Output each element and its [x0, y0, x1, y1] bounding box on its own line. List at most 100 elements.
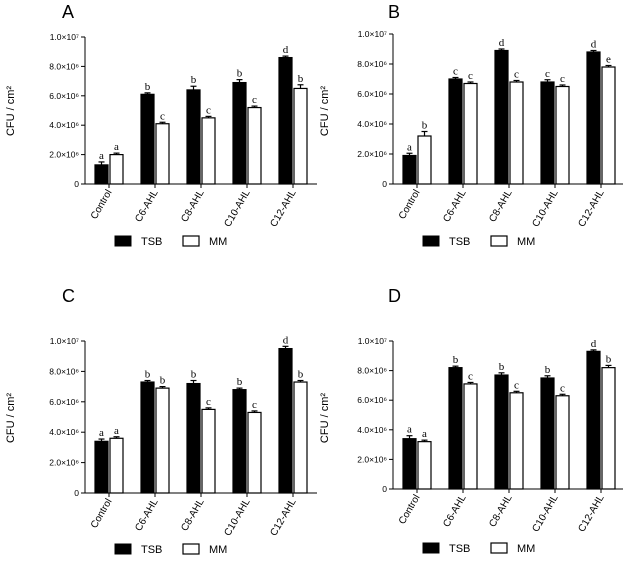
x-tick-label: Control: [397, 493, 423, 526]
bar-tsb-control: [94, 164, 109, 185]
significance-label: b: [237, 376, 243, 388]
legend-label-tsb: TSB: [449, 543, 470, 555]
bar-tsb-c10-ahl: [232, 389, 247, 494]
significance-label: c: [160, 110, 165, 122]
significance-label: b: [298, 369, 304, 381]
bar-mm-c12-ahl: [601, 367, 616, 490]
legend-swatch-tsb: [114, 543, 132, 555]
legend-swatch-mm: [182, 235, 200, 247]
significance-label: b: [191, 369, 197, 381]
legend-swatch-tsb: [114, 235, 132, 247]
y-tick-label: 0: [382, 484, 387, 494]
legend-label-tsb: TSB: [449, 236, 470, 248]
y-tick-label: 1.0×10⁷: [50, 336, 79, 346]
panel-d: D CFU / cm² 0 2.0×10⁶ 4.0×10⁶ 6.0×10⁶ 8.0×10⁶ 1…: [319, 286, 623, 555]
bar-tsb-c12-ahl: [586, 350, 601, 490]
legend-swatch-mm: [182, 543, 200, 555]
significance-label: d: [283, 44, 289, 56]
y-tick-label: 0: [74, 179, 79, 189]
significance-label: b: [191, 74, 197, 86]
x-tick-label: C10-AHL: [531, 493, 561, 534]
bar-mm-c10-ahl: [247, 106, 262, 185]
significance-label: c: [468, 70, 473, 82]
y-tick-label: 1.0×10⁷: [358, 29, 387, 39]
panel-letter: A: [62, 2, 74, 22]
bar-mm-c8-ahl: [201, 408, 216, 494]
x-tick-label: C8-AHL: [179, 188, 207, 225]
significance-label: c: [560, 73, 565, 85]
y-tick-label: 4.0×10⁶: [49, 120, 79, 130]
significance-label: d: [591, 338, 597, 350]
significance-label: c: [514, 69, 519, 81]
panel-letter: C: [62, 286, 75, 306]
legend-label-mm: MM: [517, 236, 535, 248]
y-tick-label: 4.0×10⁶: [357, 425, 387, 435]
significance-label: d: [283, 334, 289, 346]
significance-label: b: [453, 354, 459, 366]
y-tick-label: 0: [74, 488, 79, 498]
significance-label: c: [453, 66, 458, 78]
bar-mm-c6-ahl: [155, 387, 170, 494]
significance-label: c: [514, 379, 519, 391]
y-tick-label: 1.0×10⁷: [50, 32, 79, 42]
significance-label: b: [606, 353, 612, 365]
bar-tsb-c8-ahl: [494, 374, 509, 490]
significance-label: b: [145, 369, 151, 381]
y-tick-label: 2.0×10⁶: [49, 458, 79, 468]
significance-label: b: [145, 81, 151, 93]
y-axis-label: CFU / cm²: [5, 393, 17, 443]
bar-mm-c6-ahl: [155, 123, 170, 185]
x-tick-label: C8-AHL: [487, 188, 515, 225]
x-tick-label: C12-AHL: [269, 497, 299, 538]
x-tick-label: C8-AHL: [179, 497, 207, 534]
significance-label: c: [468, 370, 473, 382]
bar-mm-c8-ahl: [509, 392, 524, 490]
significance-label: a: [407, 141, 412, 153]
bar-tsb-c6-ahl: [448, 367, 463, 490]
bar-mm-c12-ahl: [293, 381, 308, 494]
significance-label: a: [422, 428, 427, 440]
legend-swatch-mm: [490, 235, 508, 247]
panel-letter: D: [388, 286, 401, 306]
legend-swatch-tsb: [422, 235, 440, 247]
significance-label: b: [237, 68, 243, 80]
significance-label: a: [99, 150, 104, 162]
x-tick-label: C10-AHL: [531, 188, 561, 229]
legend-label-tsb: TSB: [141, 544, 162, 556]
bar-tsb-c8-ahl: [186, 89, 201, 185]
y-axis-label: CFU / cm²: [5, 86, 17, 136]
bar-tsb-c10-ahl: [540, 377, 555, 490]
bar-tsb-control: [402, 438, 417, 490]
y-axis-label: CFU / cm²: [319, 393, 331, 443]
significance-label: a: [114, 425, 119, 437]
y-tick-label: 0: [382, 179, 387, 189]
bar-tsb-c10-ahl: [540, 81, 555, 185]
legend-swatch-tsb: [422, 542, 440, 554]
y-tick-label: 8.0×10⁶: [49, 61, 79, 71]
y-axis-label: CFU / cm²: [319, 86, 331, 136]
bar-mm-control: [417, 135, 432, 185]
significance-label: a: [114, 141, 119, 153]
x-tick-label: Control: [89, 188, 115, 221]
bar-mm-c8-ahl: [201, 117, 216, 185]
panel-letter: B: [388, 2, 400, 22]
panel-a: A CFU / cm² 0 2.0×10⁶ 4.0×10⁶ 6.0×10⁶ 8.0×10⁶ 1…: [5, 2, 317, 248]
y-tick-label: 6.0×10⁶: [49, 91, 79, 101]
y-tick-label: 2.0×10⁶: [49, 150, 79, 160]
y-tick-label: 6.0×10⁶: [357, 395, 387, 405]
bar-mm-c8-ahl: [509, 81, 524, 185]
bar-mm-control: [109, 154, 124, 185]
significance-label: c: [252, 94, 257, 106]
bar-tsb-c12-ahl: [278, 56, 293, 185]
bar-tsb-control: [94, 440, 109, 494]
x-tick-label: C6-AHL: [441, 493, 469, 530]
significance-label: e: [606, 54, 611, 66]
y-tick-label: 6.0×10⁶: [357, 89, 387, 99]
significance-label: d: [499, 37, 505, 49]
y-tick-label: 6.0×10⁶: [49, 397, 79, 407]
bar-mm-c12-ahl: [293, 87, 308, 185]
significance-label: c: [545, 68, 550, 80]
x-tick-label: C8-AHL: [487, 493, 515, 530]
bar-mm-control: [109, 437, 124, 494]
